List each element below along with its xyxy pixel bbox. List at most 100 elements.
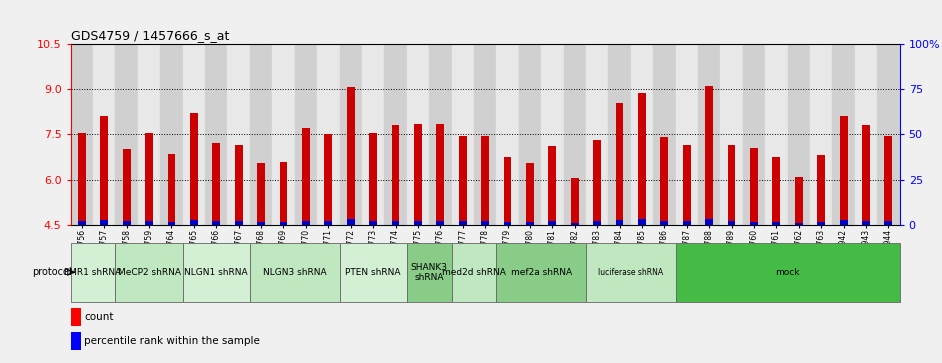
- Bar: [563, 44, 586, 225]
- FancyBboxPatch shape: [675, 243, 900, 302]
- Bar: [586, 44, 609, 225]
- FancyBboxPatch shape: [116, 243, 183, 302]
- Bar: [548, 146, 557, 225]
- Text: percentile rank within the sample: percentile rank within the sample: [84, 336, 260, 346]
- Text: med2d shRNA: med2d shRNA: [442, 268, 506, 277]
- Bar: [616, 220, 624, 225]
- Bar: [877, 44, 900, 225]
- Text: NLGN3 shRNA: NLGN3 shRNA: [263, 268, 327, 277]
- Bar: [638, 219, 646, 225]
- Text: mock: mock: [775, 268, 800, 277]
- Bar: [496, 44, 519, 225]
- Bar: [631, 44, 653, 225]
- Bar: [743, 44, 765, 225]
- Bar: [369, 133, 377, 225]
- Text: FMR1 shRNA: FMR1 shRNA: [64, 268, 122, 277]
- Bar: [571, 178, 578, 225]
- Bar: [481, 221, 489, 225]
- Bar: [727, 221, 736, 225]
- Bar: [302, 221, 310, 225]
- Bar: [833, 44, 854, 225]
- Text: MeCP2 shRNA: MeCP2 shRNA: [118, 268, 181, 277]
- Bar: [474, 44, 496, 225]
- Bar: [280, 162, 287, 225]
- Bar: [451, 44, 474, 225]
- Bar: [526, 163, 534, 225]
- Bar: [145, 133, 153, 225]
- Bar: [430, 44, 451, 225]
- Bar: [168, 222, 175, 225]
- Bar: [295, 44, 317, 225]
- Bar: [504, 222, 512, 225]
- Bar: [101, 116, 108, 225]
- Text: PTEN shRNA: PTEN shRNA: [346, 268, 401, 277]
- Bar: [384, 44, 407, 225]
- Bar: [324, 221, 333, 225]
- Bar: [145, 221, 153, 225]
- Bar: [683, 221, 690, 225]
- Text: protocol: protocol: [32, 267, 72, 277]
- Bar: [392, 125, 399, 225]
- Bar: [227, 44, 250, 225]
- Bar: [839, 220, 848, 225]
- Bar: [101, 220, 108, 225]
- Bar: [459, 221, 466, 225]
- Bar: [122, 150, 131, 225]
- Bar: [347, 87, 354, 225]
- FancyBboxPatch shape: [250, 243, 339, 302]
- Text: luciferase shRNA: luciferase shRNA: [598, 268, 663, 277]
- Bar: [190, 220, 198, 225]
- Bar: [481, 136, 489, 225]
- Bar: [324, 134, 333, 225]
- Bar: [257, 222, 265, 225]
- Bar: [750, 222, 758, 225]
- Bar: [160, 44, 183, 225]
- Bar: [885, 136, 892, 225]
- Text: SHANK3
shRNA: SHANK3 shRNA: [411, 262, 447, 282]
- Bar: [347, 219, 354, 225]
- Bar: [698, 44, 721, 225]
- Bar: [272, 44, 295, 225]
- Bar: [653, 44, 675, 225]
- Bar: [116, 44, 138, 225]
- Bar: [339, 44, 362, 225]
- Text: GDS4759 / 1457666_s_at: GDS4759 / 1457666_s_at: [71, 29, 229, 42]
- Bar: [362, 44, 384, 225]
- Bar: [593, 221, 601, 225]
- Bar: [250, 44, 272, 225]
- FancyBboxPatch shape: [183, 243, 250, 302]
- Bar: [675, 44, 698, 225]
- Bar: [183, 44, 205, 225]
- Bar: [122, 221, 131, 225]
- Bar: [854, 44, 877, 225]
- Bar: [212, 143, 220, 225]
- FancyBboxPatch shape: [407, 243, 451, 302]
- Bar: [257, 163, 265, 225]
- Bar: [78, 221, 86, 225]
- Bar: [407, 44, 430, 225]
- Bar: [548, 221, 557, 225]
- Text: count: count: [84, 312, 113, 322]
- Bar: [750, 148, 758, 225]
- Bar: [78, 133, 86, 225]
- Bar: [436, 220, 445, 225]
- Bar: [414, 220, 422, 225]
- Bar: [302, 128, 310, 225]
- Bar: [862, 221, 869, 225]
- Bar: [504, 157, 512, 225]
- Bar: [818, 222, 825, 225]
- Bar: [235, 221, 243, 225]
- Bar: [660, 221, 668, 225]
- Bar: [609, 44, 631, 225]
- FancyBboxPatch shape: [586, 243, 675, 302]
- Bar: [571, 223, 578, 225]
- Bar: [862, 125, 869, 225]
- Bar: [317, 44, 339, 225]
- Bar: [436, 124, 445, 225]
- Bar: [616, 102, 624, 225]
- Bar: [818, 155, 825, 225]
- Bar: [369, 221, 377, 225]
- Bar: [795, 223, 803, 225]
- Bar: [706, 219, 713, 225]
- Bar: [795, 177, 803, 225]
